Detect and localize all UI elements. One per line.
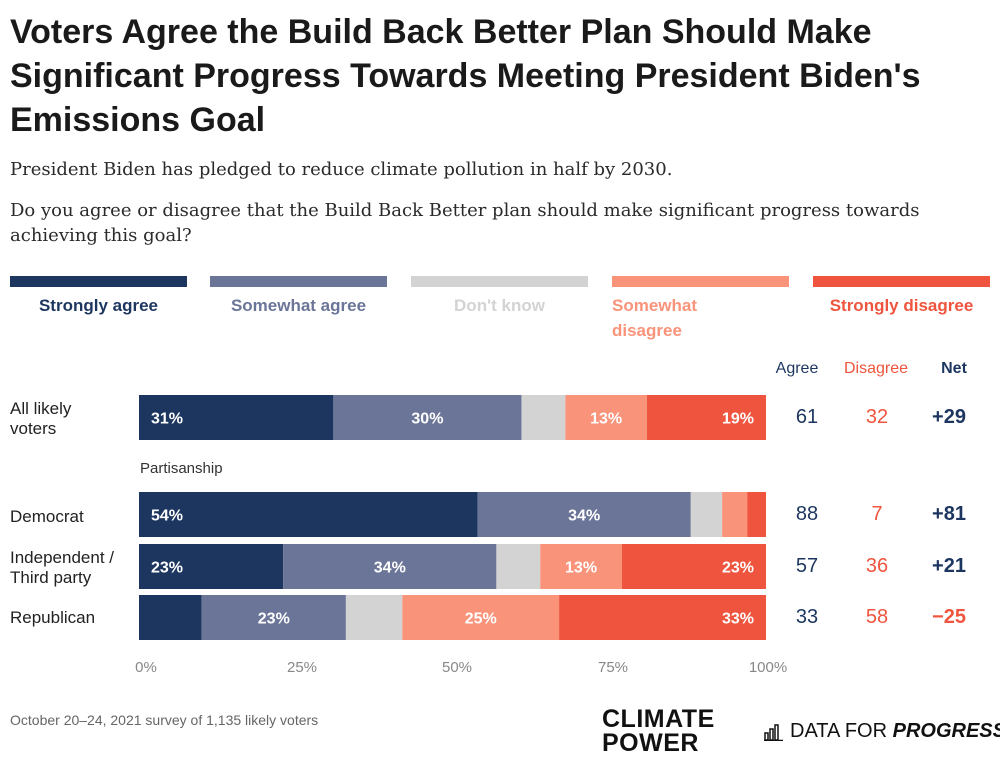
x-tick-label: 25%	[272, 659, 332, 676]
net-value: −25	[914, 606, 984, 629]
x-tick-label: 50%	[427, 659, 487, 676]
bar-segment	[346, 595, 402, 640]
climate-power-logo-line1: CLIMATE	[602, 707, 715, 731]
agree-value: 88	[772, 503, 842, 526]
bar-value-label: 34%	[568, 508, 600, 525]
net-value: +81	[914, 503, 984, 526]
agree-value: 33	[772, 606, 842, 629]
bar-segment	[139, 492, 478, 537]
bar-segment	[139, 595, 202, 640]
climate-power-logo-line2: POWER	[602, 731, 715, 755]
disagree-value: 58	[842, 606, 912, 629]
bar-value-label: 33%	[722, 611, 754, 628]
survey-footnote: October 20–24, 2021 survey of 1,135 like…	[10, 712, 318, 728]
bar-segment	[722, 492, 747, 537]
bar-chart-icon	[764, 723, 784, 741]
bar-value-label: 23%	[722, 560, 754, 577]
bar-value-label: 19%	[722, 411, 754, 428]
bar-value-label: 31%	[151, 411, 183, 428]
dfp-prefix: DATA FOR	[790, 720, 893, 743]
x-tick-label: 0%	[116, 659, 176, 676]
disagree-value: 32	[842, 406, 912, 429]
stacked-bar-chart: 31% 30% 13% 19% 54% 34% 23% 34% 13% 23% 23% 25% 33%	[0, 0, 1000, 766]
agree-value: 61	[772, 406, 842, 429]
bar-value-label: 25%	[465, 611, 497, 628]
climate-power-logo: CLIMATE POWER	[602, 707, 715, 755]
bar-segment	[496, 544, 540, 589]
x-tick-label: 100%	[738, 659, 798, 676]
bar-value-label: 13%	[590, 411, 622, 428]
bar-value-label: 23%	[258, 611, 290, 628]
bar-segment	[747, 492, 766, 537]
net-value: +21	[914, 555, 984, 578]
data-for-progress-logo: DATA FOR PROGRESS	[764, 720, 1000, 743]
bar-value-label: 54%	[151, 508, 183, 525]
disagree-value: 36	[842, 555, 912, 578]
x-tick-label: 75%	[583, 659, 643, 676]
bar-value-label: 13%	[565, 560, 597, 577]
disagree-value: 7	[842, 503, 912, 526]
bar-value-label: 30%	[411, 411, 443, 428]
net-value: +29	[914, 406, 984, 429]
bar-segment	[691, 492, 722, 537]
dfp-suffix: PROGRESS	[893, 720, 1000, 743]
bar-segment	[521, 395, 565, 440]
agree-value: 57	[772, 555, 842, 578]
bar-value-label: 23%	[151, 560, 183, 577]
bar-value-label: 34%	[374, 560, 406, 577]
